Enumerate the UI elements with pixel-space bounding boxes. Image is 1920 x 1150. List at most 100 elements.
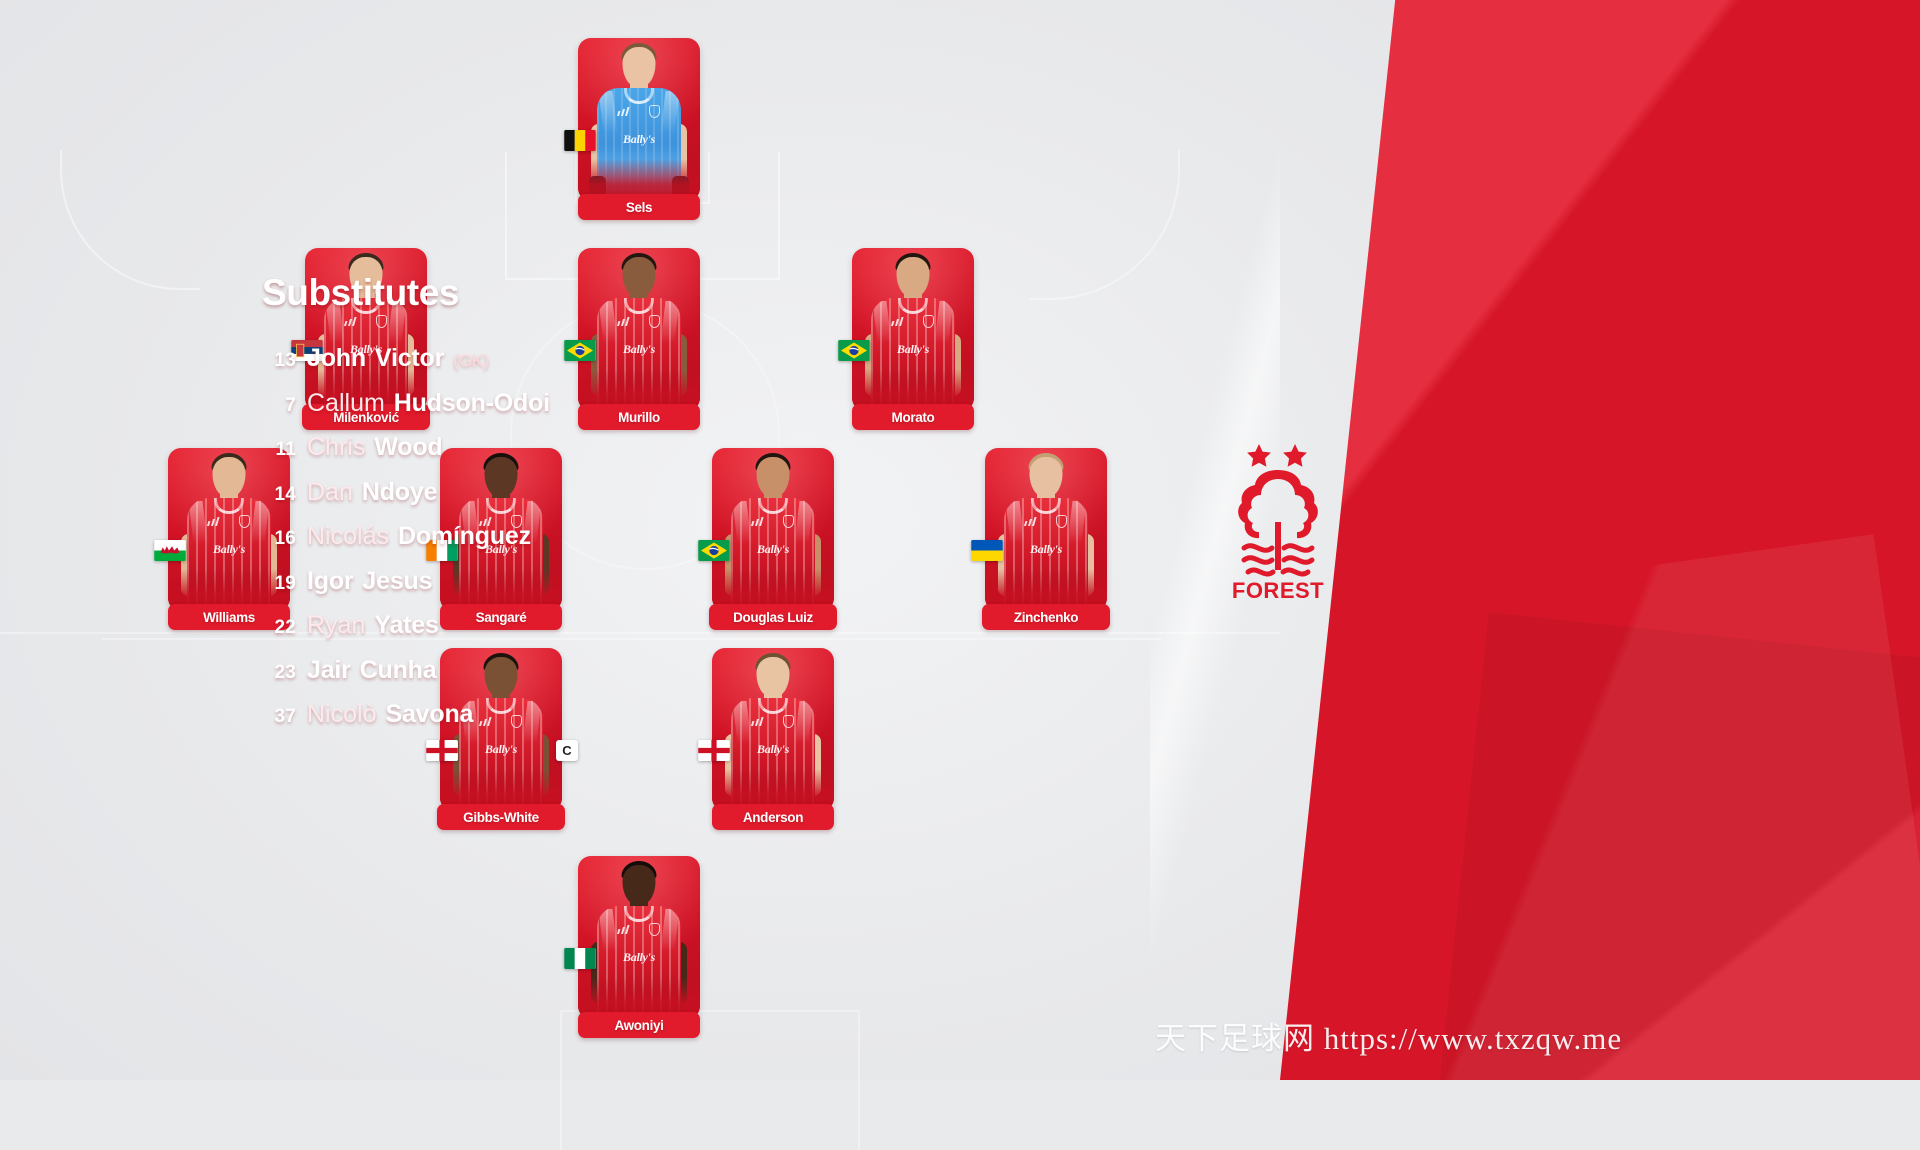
- player-card[interactable]: Bally's Milenković: [291, 248, 430, 430]
- substitute-row[interactable]: 14 Dan Ndoye: [262, 478, 632, 507]
- kit-shoulder-left: [188, 501, 208, 543]
- captain-badge: C: [556, 740, 578, 761]
- player-card[interactable]: Bally's Sangaré: [426, 448, 562, 630]
- kit-sponsor: Bally's: [623, 342, 655, 356]
- substitute-row[interactable]: 7 Callum Hudson-Odoi: [262, 389, 632, 418]
- substitute-first-name: Nicolò: [307, 700, 377, 728]
- player-head: [212, 457, 246, 497]
- substitute-row[interactable]: 22 Ryan Yates: [262, 611, 632, 640]
- player-card[interactable]: Bally's Zinchenko: [971, 448, 1110, 630]
- substitute-number: 13: [274, 350, 296, 371]
- player-card[interactable]: Bally's Awoniyi: [564, 856, 700, 1038]
- player-card-photo: Bally's: [578, 38, 700, 201]
- site-watermark: 天下足球网 https://www.txzqw.me: [1155, 1021, 1623, 1056]
- substitute-row[interactable]: 23 Jair Cunha: [262, 656, 632, 685]
- player-name: Gibbs-White: [463, 809, 539, 825]
- player-name-bar: Douglas Luiz: [709, 604, 837, 630]
- substitute-number: 23: [274, 661, 296, 683]
- player-card[interactable]: Bally's Williams: [154, 448, 290, 630]
- kit-crest-icon: [783, 715, 794, 728]
- kit-crest-icon: [649, 105, 660, 118]
- kit-crest-icon: [239, 515, 250, 528]
- kit-sponsor: Bally's: [485, 742, 517, 756]
- player-card[interactable]: Bally's C Gibbs-White: [426, 648, 578, 830]
- substitute-row[interactable]: 11 Chris Wood: [262, 433, 632, 462]
- kit-collar: [486, 498, 516, 514]
- kit-shoulder-right: [660, 301, 680, 343]
- substitute-last-name: Yates: [374, 611, 439, 639]
- kit-shoulder-left: [598, 91, 618, 133]
- adidas-logo-icon: [617, 925, 631, 934]
- country-flag-icon: [564, 130, 596, 151]
- player-name: Sels: [625, 199, 653, 215]
- kit-collar: [624, 88, 654, 104]
- kit-crest-icon: [649, 923, 660, 936]
- kit-crest-icon: [783, 515, 794, 528]
- substitute-first-name: Nicolás: [307, 522, 389, 550]
- substitute-last-name: Cunha: [359, 655, 437, 684]
- substitute-first-name: Jair: [307, 655, 351, 684]
- substitute-number: 11: [275, 439, 296, 460]
- kit-shoulder-right: [934, 301, 954, 343]
- kit-sponsor: Bally's: [757, 742, 789, 756]
- substitute-row[interactable]: 13 John Victor (GK): [262, 344, 632, 373]
- pitch-corner-arc-right: [1030, 150, 1180, 300]
- kit-collar: [486, 698, 516, 714]
- player-head: [756, 457, 790, 497]
- country-flag-icon: [698, 740, 730, 761]
- player-head: [896, 257, 930, 297]
- player-card[interactable]: Bally's Douglas Luiz: [698, 448, 837, 630]
- substitute-number: 7: [285, 394, 296, 416]
- player-head: [484, 457, 518, 497]
- substitutes-list: 13 John Victor (GK) 7 Callum Hudson-Odoi 11 Chri…: [262, 344, 632, 729]
- pitch-corner-arc-left: [60, 150, 200, 290]
- substitute-row[interactable]: 19 Igor Jesus: [262, 567, 632, 596]
- substitute-first-name: Ryan: [307, 611, 366, 639]
- player-name: Anderson: [742, 809, 804, 825]
- substitutes-content: Substitutes 13 John Victor (GK) 7 Callum Hudso…: [262, 272, 632, 745]
- player-name: Williams: [203, 609, 255, 625]
- substitute-row[interactable]: 16 Nicolás Domínguez: [262, 522, 632, 551]
- substitute-row[interactable]: 37 Nicolò Savona: [262, 700, 632, 729]
- player-head: [756, 657, 790, 697]
- player-name: Morato: [891, 409, 935, 425]
- player-card[interactable]: Bally's Morato: [838, 248, 974, 430]
- player-head: [622, 47, 656, 87]
- player-name-bar: Williams: [168, 604, 290, 630]
- substitute-first-name: Callum: [307, 388, 385, 417]
- substitute-number: 22: [274, 617, 296, 638]
- kit-collar: [758, 698, 788, 714]
- substitute-first-name: Chris: [307, 433, 366, 461]
- player-name: Douglas Luiz: [733, 609, 813, 625]
- substitute-last-name: Victor: [374, 344, 445, 372]
- player-card[interactable]: Bally's Murillo: [564, 248, 700, 430]
- substitute-number: 16: [274, 528, 296, 549]
- player-name-bar: Zinchenko: [982, 604, 1110, 630]
- kit-collar: [898, 298, 928, 314]
- player-name: Sangaré: [475, 609, 527, 625]
- kit-shoulder-left: [872, 301, 892, 343]
- substitute-last-name: Domínguez: [397, 522, 531, 550]
- player-card-photo: Bally's: [852, 248, 974, 411]
- player-card[interactable]: Bally's Anderson: [698, 648, 834, 830]
- kit-shoulder-left: [732, 501, 752, 543]
- player-card-photo: Bally's: [712, 448, 834, 611]
- kit-sponsor: Bally's: [485, 542, 517, 556]
- adidas-logo-icon: [751, 517, 765, 526]
- player-head: [622, 865, 656, 905]
- panel-sheen-tertiary: [1434, 612, 1920, 1080]
- kit-crest-icon: [511, 515, 522, 528]
- country-flag-icon: [971, 540, 1003, 561]
- player-card[interactable]: Bally's Sels: [564, 38, 700, 220]
- kit-shoulder-left: [1005, 501, 1025, 543]
- crest-wordmark: FOREST: [1232, 578, 1324, 603]
- kit-sponsor: Bally's: [213, 542, 245, 556]
- player-name: Murillo: [618, 409, 660, 425]
- player-head: [1029, 457, 1063, 497]
- kit-collar: [351, 298, 381, 314]
- panel-sheen-primary: [1280, 0, 1920, 1080]
- substitute-number: 37: [274, 706, 296, 727]
- kit-crest-icon: [923, 315, 934, 328]
- substitute-first-name: Igor: [307, 566, 354, 595]
- pitch-halfway-line: [0, 632, 1280, 634]
